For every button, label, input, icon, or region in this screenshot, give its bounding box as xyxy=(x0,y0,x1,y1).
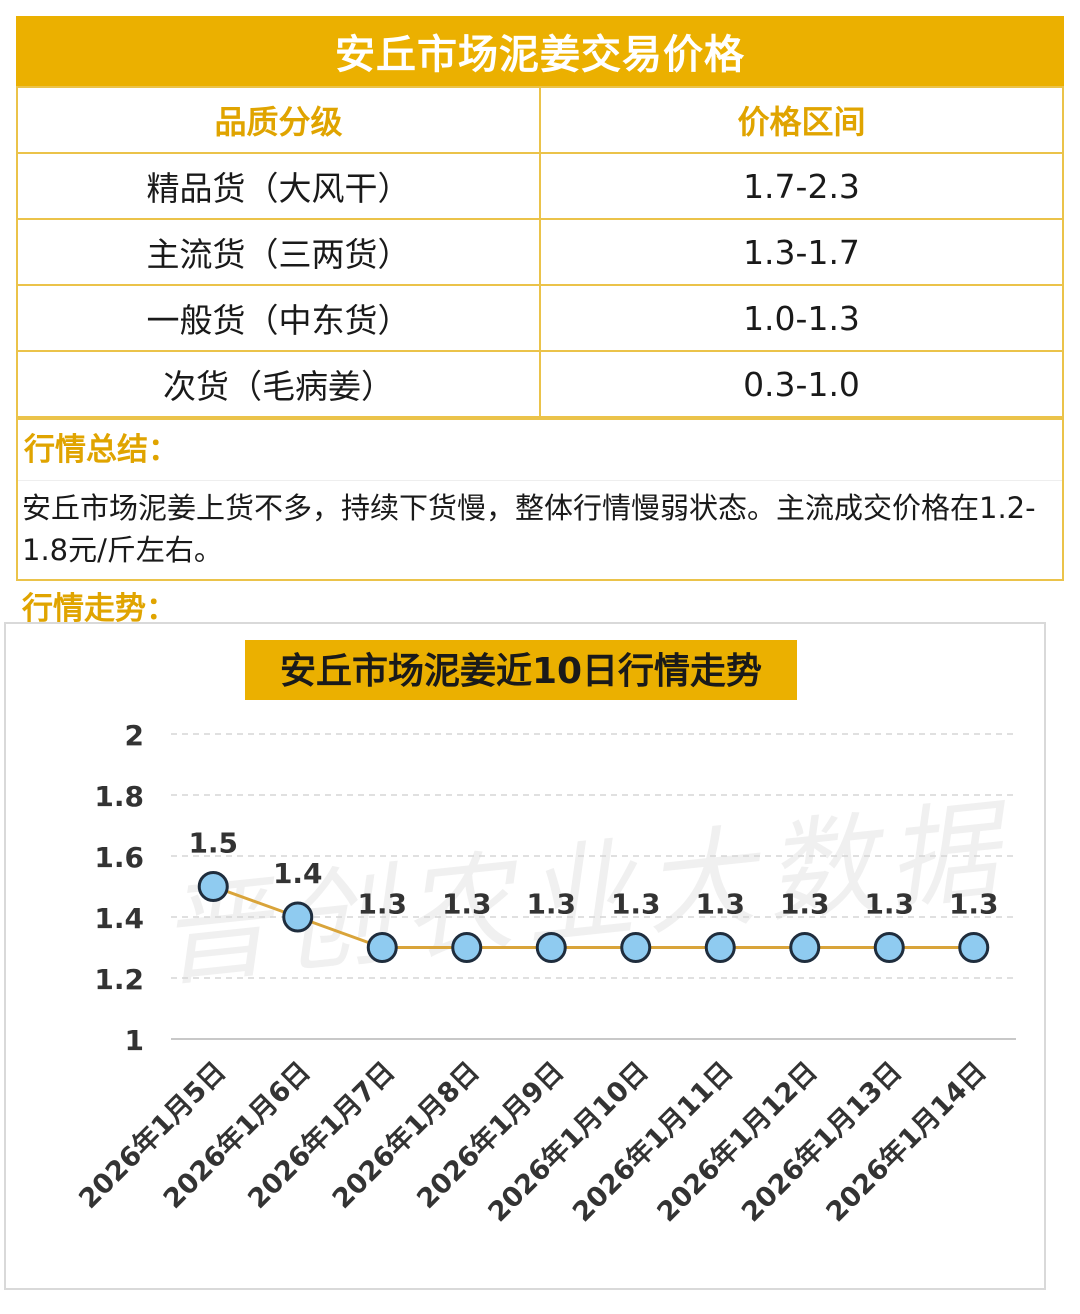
x-tick-label: 2026年1月13日 xyxy=(735,1055,908,1228)
column-header-grade: 品质分级 xyxy=(16,86,541,154)
price-report: 安丘市场泥姜交易价格 品质分级 价格区间 精品货（大风干） 1.7-2.3 主流… xyxy=(16,16,1064,637)
x-tick-label: 2026年1月8日 xyxy=(326,1055,486,1215)
x-tick-label: 2026年1月11日 xyxy=(566,1055,739,1228)
data-point xyxy=(535,932,567,963)
y-tick-label: 1.8 xyxy=(94,780,144,813)
data-point xyxy=(282,901,314,933)
x-tick-label: 2026年1月6日 xyxy=(157,1055,317,1215)
data-point xyxy=(704,932,736,963)
data-point xyxy=(366,932,398,963)
x-tick-label: 2026年1月14日 xyxy=(820,1055,993,1228)
y-tick-label: 1 xyxy=(125,1024,144,1057)
line-chart: 安丘市场泥姜近10日行情走势 1 1.2 1.4 1.6 1.8 2 1.5 1.4 1.3 1.3… xyxy=(73,640,1016,1228)
data-label: 1.3 xyxy=(611,888,661,921)
table-row: 一般货（中东货） 1.0-1.3 xyxy=(16,284,1064,352)
chart-title: 安丘市场泥姜近10日行情走势 xyxy=(280,651,762,692)
y-tick-label: 1.4 xyxy=(94,902,144,935)
data-label: 1.5 xyxy=(188,827,238,860)
price-table: 品质分级 价格区间 精品货（大风干） 1.7-2.3 主流货（三两货） 1.3-… xyxy=(16,86,1064,418)
grade-cell: 精品货（大风干） xyxy=(16,152,541,220)
data-label: 1.3 xyxy=(949,888,999,921)
price-cell: 0.3-1.0 xyxy=(539,350,1064,418)
table-header-row: 品质分级 价格区间 xyxy=(16,86,1064,154)
price-cell: 1.0-1.3 xyxy=(539,284,1064,352)
y-tick-label: 2 xyxy=(125,719,144,752)
data-label: 1.4 xyxy=(273,857,323,890)
trend-label: 行情走势： xyxy=(22,591,177,627)
grade-cell: 主流货（三两货） xyxy=(16,218,541,286)
data-label: 1.3 xyxy=(780,888,830,921)
data-label: 1.3 xyxy=(864,888,914,921)
price-cell: 1.7-2.3 xyxy=(539,152,1064,220)
chart-title-background xyxy=(245,640,797,700)
x-tick-label: 2026年1月7日 xyxy=(242,1055,402,1215)
price-cell: 1.3-1.7 xyxy=(539,218,1064,286)
y-tick-label: 1.6 xyxy=(94,841,144,874)
data-point xyxy=(451,932,483,963)
y-tick-label: 1.2 xyxy=(94,963,144,996)
x-tick-label: 2026年1月9日 xyxy=(411,1055,571,1215)
table-row: 次货（毛病姜） 0.3-1.0 xyxy=(16,350,1064,418)
column-header-price: 价格区间 xyxy=(539,86,1064,154)
data-point xyxy=(789,932,821,963)
trend-chart: 晋创农业大数据 安丘市场泥姜近10日行情走势 1 1.2 1.4 1.6 1.8 2 1.5 1… xyxy=(4,622,1046,1290)
x-tick-label: 2026年1月10日 xyxy=(482,1055,655,1228)
data-label: 1.3 xyxy=(442,888,492,921)
data-label: 1.3 xyxy=(695,888,745,921)
data-label: 1.3 xyxy=(357,888,407,921)
data-point xyxy=(873,932,905,963)
x-tick-label: 2026年1月5日 xyxy=(73,1055,233,1215)
data-point xyxy=(620,932,652,963)
table-row: 主流货（三两货） 1.3-1.7 xyxy=(16,218,1064,286)
summary-section: 行情总结： 安丘市场泥姜上货不多，持续下货慢，整体行情慢弱状态。主流成交价格在1… xyxy=(16,418,1064,581)
data-point xyxy=(197,871,229,902)
summary-label: 行情总结： xyxy=(18,420,1062,481)
grade-cell: 一般货（中东货） xyxy=(16,284,541,352)
series-line xyxy=(212,885,974,949)
page-title: 安丘市场泥姜交易价格 xyxy=(16,16,1064,86)
x-tick-label: 2026年1月12日 xyxy=(651,1055,824,1228)
data-point xyxy=(958,932,990,963)
summary-text: 安丘市场泥姜上货不多，持续下货慢，整体行情慢弱状态。主流成交价格在1.2-1.8… xyxy=(22,491,1036,567)
table-row: 精品货（大风干） 1.7-2.3 xyxy=(16,152,1064,220)
data-label: 1.3 xyxy=(526,888,576,921)
grade-cell: 次货（毛病姜） xyxy=(16,350,541,418)
